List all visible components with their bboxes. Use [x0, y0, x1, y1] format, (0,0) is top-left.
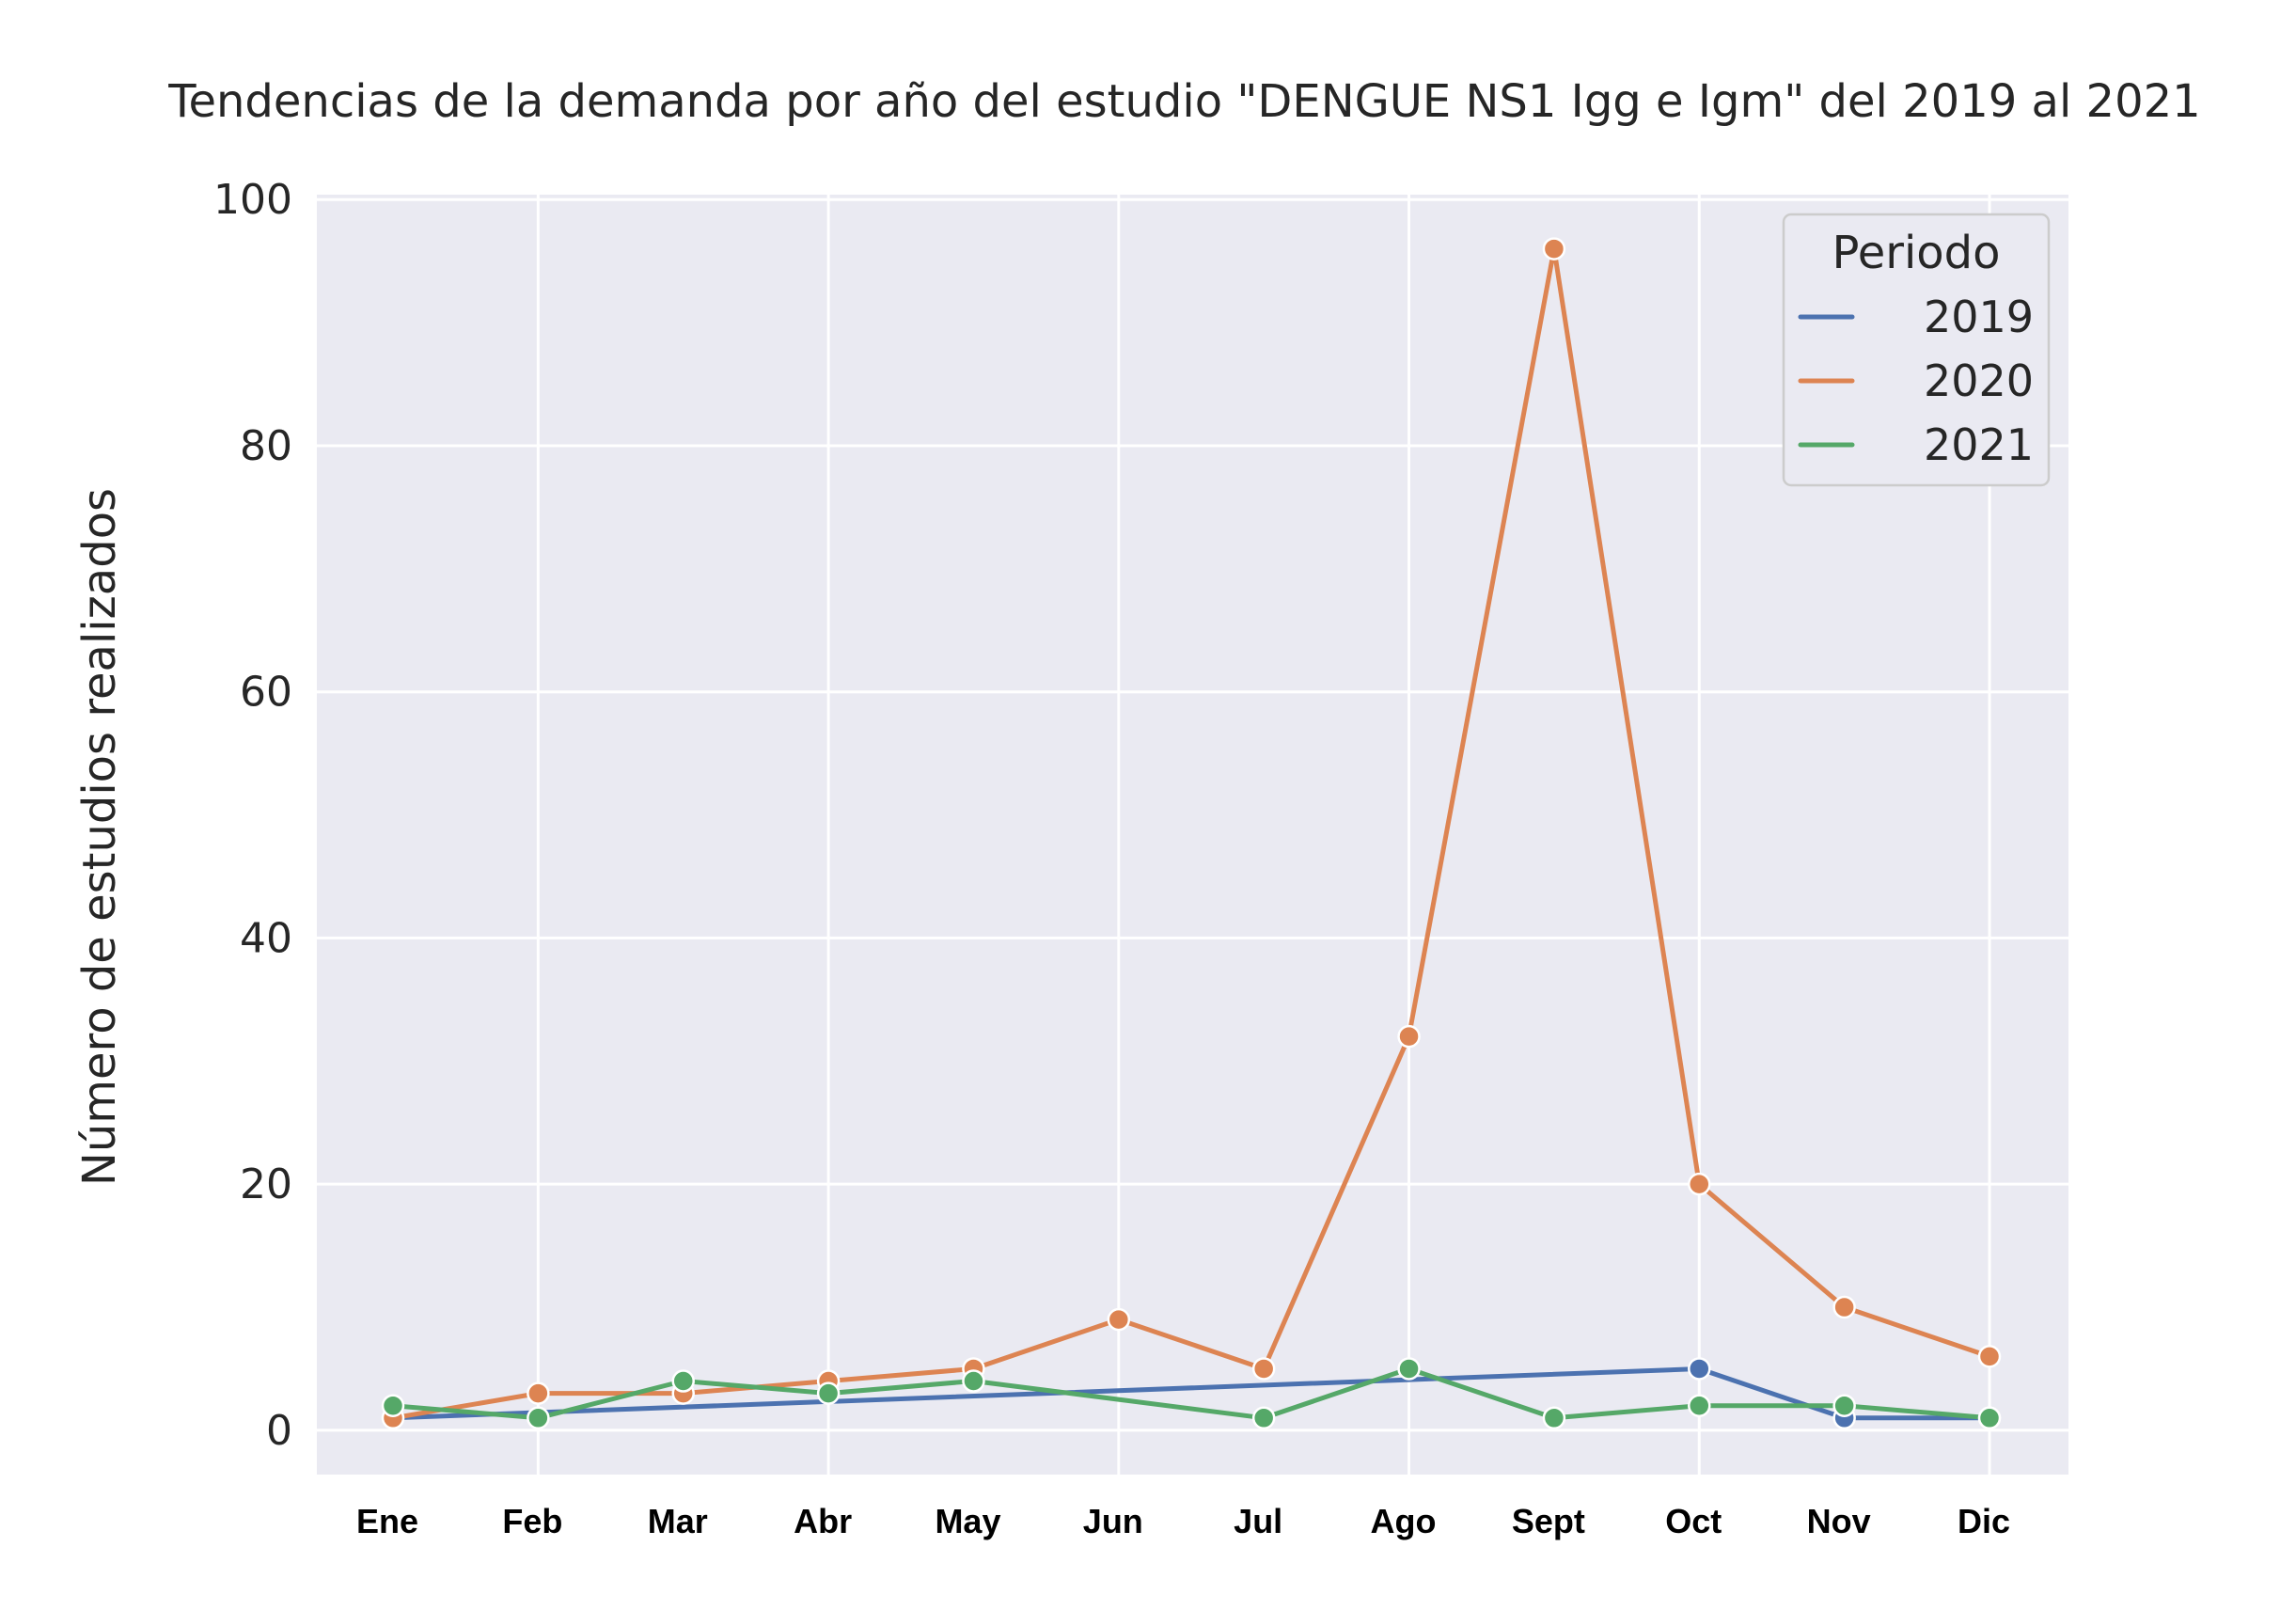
x-tick-label: Jun — [1083, 1502, 1143, 1540]
data-point — [1542, 237, 1566, 260]
series-layer — [381, 237, 2002, 1430]
data-point — [1397, 1357, 1421, 1381]
x-tick-label: Mar — [648, 1502, 708, 1540]
series-line — [390, 246, 1992, 1421]
legend-box — [1782, 213, 2051, 487]
data-point — [1542, 1406, 1566, 1430]
x-tick-label: Ene — [356, 1502, 418, 1540]
grid — [317, 195, 2068, 1475]
data-point — [1832, 1295, 1856, 1319]
x-tick-label: Jul — [1234, 1502, 1282, 1540]
series-2020 — [381, 237, 2002, 1430]
data-point — [1107, 1307, 1131, 1332]
data-point — [527, 1381, 550, 1405]
axis-ticks: 0 20 40 60 80 100 Ene Feb Mar Abr May Jun Jul Ago Sept… — [213, 176, 2010, 1540]
x-tick-label: Oct — [1665, 1502, 1722, 1540]
data-point — [1977, 1406, 2002, 1430]
plot-background — [317, 195, 2068, 1475]
x-tick-label: May — [935, 1502, 1000, 1540]
legend-label: 2020 — [1924, 355, 2034, 406]
legend-entries: 2019 2020 2021 — [1798, 292, 2034, 470]
data-point — [1251, 1357, 1276, 1381]
data-point — [816, 1381, 841, 1405]
x-tick-label: Dic — [1958, 1502, 2010, 1540]
y-axis-label: Número de estudios realizados — [73, 488, 126, 1186]
y-tick-label: 40 — [240, 914, 292, 962]
data-point — [381, 1394, 405, 1417]
y-tick-label: 20 — [240, 1160, 292, 1208]
x-tick-label: Sept — [1512, 1502, 1585, 1540]
data-point — [527, 1406, 550, 1430]
data-point — [962, 1369, 985, 1393]
data-point — [1688, 1172, 1711, 1196]
legend: Periodo 2019 2020 2021 — [1782, 213, 2051, 487]
legend-label: 2021 — [1924, 419, 2034, 470]
series-line — [390, 1366, 1992, 1421]
x-tick-label: Ago — [1371, 1502, 1437, 1540]
data-point — [1397, 1024, 1421, 1049]
data-point — [1688, 1394, 1711, 1417]
y-tick-label: 100 — [213, 176, 292, 224]
legend-label: 2019 — [1924, 292, 2034, 342]
y-tick-label: 0 — [266, 1407, 292, 1455]
x-tick-label: Feb — [502, 1502, 562, 1540]
legend-title: Periodo — [1832, 227, 2000, 279]
y-tick-label: 80 — [240, 422, 292, 470]
data-point — [1977, 1345, 2002, 1368]
y-tick-label: 60 — [240, 669, 292, 717]
data-point — [1251, 1406, 1276, 1430]
data-point — [671, 1369, 695, 1393]
chart-title: Tendencias de la demanda por año del est… — [167, 75, 2200, 128]
x-tick-label: Abr — [794, 1502, 852, 1540]
series-2021 — [381, 1357, 2002, 1430]
data-point — [1688, 1357, 1711, 1381]
data-point — [1832, 1394, 1856, 1417]
x-tick-label: Nov — [1807, 1502, 1871, 1540]
